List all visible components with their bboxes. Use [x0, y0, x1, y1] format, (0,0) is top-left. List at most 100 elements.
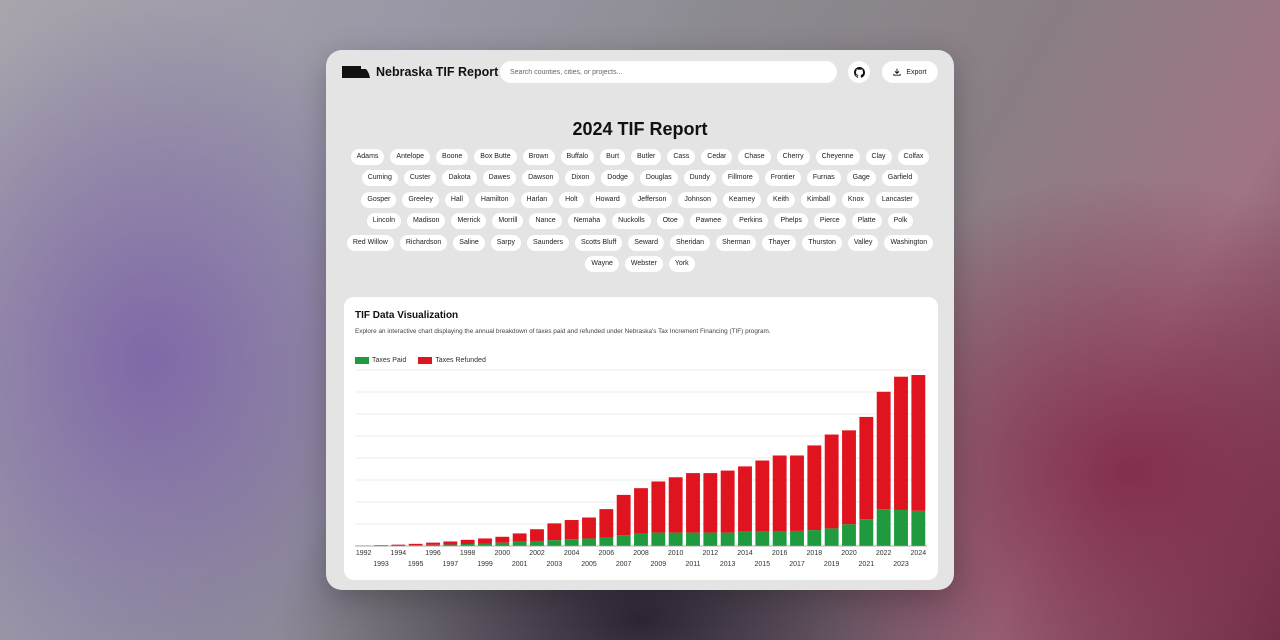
county-chip[interactable]: York: [668, 255, 695, 272]
county-chip[interactable]: Washington: [884, 234, 934, 251]
bar-taxes-paid-2012[interactable]: [703, 532, 718, 546]
county-chip[interactable]: Webster: [624, 255, 663, 272]
county-chip[interactable]: Thayer: [762, 234, 797, 251]
county-chip[interactable]: Dixon: [565, 170, 596, 187]
county-chip[interactable]: Perkins: [733, 213, 769, 230]
county-chip[interactable]: Gage: [846, 170, 876, 187]
github-button[interactable]: [848, 61, 870, 83]
bar-taxes-paid-2003[interactable]: [547, 540, 562, 546]
bar-taxes-paid-2010[interactable]: [668, 532, 683, 546]
county-chip[interactable]: Butler: [631, 149, 662, 165]
bar-taxes-refunded-2021[interactable]: [859, 416, 874, 520]
legend-item-refunded[interactable]: Taxes Refunded: [418, 357, 486, 364]
bar-taxes-paid-2004[interactable]: [564, 539, 579, 546]
county-chip[interactable]: Red Willow: [346, 234, 394, 251]
county-chip[interactable]: Gosper: [361, 191, 397, 208]
county-chip[interactable]: Box Butte: [474, 149, 517, 165]
county-chip[interactable]: Furnas: [806, 170, 841, 187]
county-chip[interactable]: Custer: [403, 170, 437, 187]
county-chip[interactable]: Scotts Bluff: [575, 234, 623, 251]
county-chip[interactable]: Cherry: [776, 149, 810, 165]
county-chip[interactable]: Polk: [887, 213, 914, 230]
county-chip[interactable]: Adams: [350, 149, 385, 165]
county-chip[interactable]: Chase: [738, 149, 771, 165]
county-chip[interactable]: Antelope: [390, 149, 431, 165]
county-chip[interactable]: Saunders: [527, 234, 570, 251]
bar-taxes-paid-2013[interactable]: [720, 532, 735, 546]
bar-taxes-refunded-2015[interactable]: [755, 460, 770, 532]
county-chip[interactable]: Platte: [851, 213, 882, 230]
county-chip[interactable]: Merrick: [451, 213, 487, 230]
county-chip[interactable]: Cuming: [361, 170, 398, 187]
county-chip[interactable]: Brown: [522, 149, 555, 165]
county-chip[interactable]: Fillmore: [721, 170, 759, 187]
county-chip[interactable]: Lincoln: [366, 213, 401, 230]
county-chip[interactable]: Cheyenne: [815, 149, 860, 165]
county-chip[interactable]: Clay: [865, 149, 892, 165]
county-chip[interactable]: Nance: [529, 213, 562, 230]
county-chip[interactable]: Douglas: [639, 170, 678, 187]
bar-taxes-refunded-2018[interactable]: [807, 445, 822, 531]
bar-taxes-refunded-2010[interactable]: [668, 477, 683, 533]
county-chip[interactable]: Madison: [406, 213, 446, 230]
county-chip[interactable]: Seward: [628, 234, 665, 251]
search-input[interactable]: [500, 61, 837, 83]
bar-taxes-refunded-2011[interactable]: [686, 473, 700, 533]
county-chip[interactable]: Valley: [847, 234, 879, 251]
bar-taxes-paid-2001[interactable]: [512, 541, 527, 546]
county-chip[interactable]: Johnson: [678, 191, 717, 208]
bar-taxes-paid-2002[interactable]: [530, 540, 544, 546]
bar-taxes-paid-2011[interactable]: [686, 532, 700, 546]
bar-taxes-refunded-2024[interactable]: [911, 375, 926, 511]
bar-taxes-refunded-2001[interactable]: [512, 533, 527, 542]
bar-taxes-refunded-2014[interactable]: [738, 466, 752, 532]
bar-taxes-paid-2022[interactable]: [876, 509, 891, 546]
bar-taxes-refunded-2006[interactable]: [599, 509, 614, 538]
bar-taxes-refunded-2008[interactable]: [634, 488, 648, 534]
county-chip[interactable]: Richardson: [399, 234, 448, 251]
bar-taxes-paid-2006[interactable]: [599, 537, 614, 546]
county-chip[interactable]: Nuckolls: [612, 213, 651, 230]
county-chip[interactable]: Colfax: [897, 149, 930, 165]
bar-taxes-paid-2015[interactable]: [755, 531, 770, 546]
county-chip[interactable]: Howard: [589, 191, 626, 208]
bar-taxes-refunded-2023[interactable]: [894, 376, 908, 510]
county-chip[interactable]: Dawes: [482, 170, 517, 187]
bar-taxes-refunded-2019[interactable]: [824, 434, 839, 529]
county-chip[interactable]: Harlan: [520, 191, 554, 208]
bar-taxes-refunded-2016[interactable]: [772, 455, 787, 532]
county-chip[interactable]: Thurston: [802, 234, 842, 251]
county-chip[interactable]: Keith: [766, 191, 795, 208]
bar-taxes-refunded-2012[interactable]: [703, 473, 718, 533]
county-chip[interactable]: Garfield: [881, 170, 919, 187]
bar-taxes-refunded-2003[interactable]: [547, 523, 562, 541]
county-chip[interactable]: Kimball: [800, 191, 836, 208]
county-chip[interactable]: Kearney: [722, 191, 761, 208]
county-chip[interactable]: Dodge: [601, 170, 634, 187]
bar-taxes-refunded-2005[interactable]: [582, 517, 596, 539]
county-chip[interactable]: Sheridan: [670, 234, 711, 251]
county-chip[interactable]: Dakota: [442, 170, 477, 187]
bar-taxes-paid-2005[interactable]: [582, 538, 596, 546]
county-chip[interactable]: Lancaster: [875, 191, 919, 208]
county-chip[interactable]: Sarpy: [490, 234, 522, 251]
bar-taxes-refunded-1997[interactable]: [443, 541, 458, 545]
county-chip[interactable]: Sherman: [716, 234, 757, 251]
county-chip[interactable]: Phelps: [774, 213, 808, 230]
county-chip[interactable]: Dawson: [522, 170, 560, 187]
bar-taxes-paid-2008[interactable]: [634, 533, 648, 546]
county-chip[interactable]: Greeley: [402, 191, 439, 208]
county-chip[interactable]: Cass: [667, 149, 696, 165]
bar-taxes-paid-2016[interactable]: [772, 531, 787, 546]
bar-taxes-refunded-1994[interactable]: [391, 544, 406, 546]
bar-taxes-paid-1996[interactable]: [426, 544, 440, 546]
bar-taxes-refunded-1993[interactable]: [374, 545, 388, 546]
county-chip[interactable]: Hall: [444, 191, 469, 208]
bar-taxes-paid-1995[interactable]: [408, 545, 423, 546]
bar-taxes-refunded-2022[interactable]: [876, 391, 891, 510]
county-chip[interactable]: Cedar: [701, 149, 733, 165]
bar-taxes-paid-2023[interactable]: [894, 509, 908, 546]
county-chip[interactable]: Pawnee: [689, 213, 728, 230]
bar-taxes-paid-2018[interactable]: [807, 530, 822, 546]
bar-taxes-paid-1999[interactable]: [478, 543, 492, 546]
